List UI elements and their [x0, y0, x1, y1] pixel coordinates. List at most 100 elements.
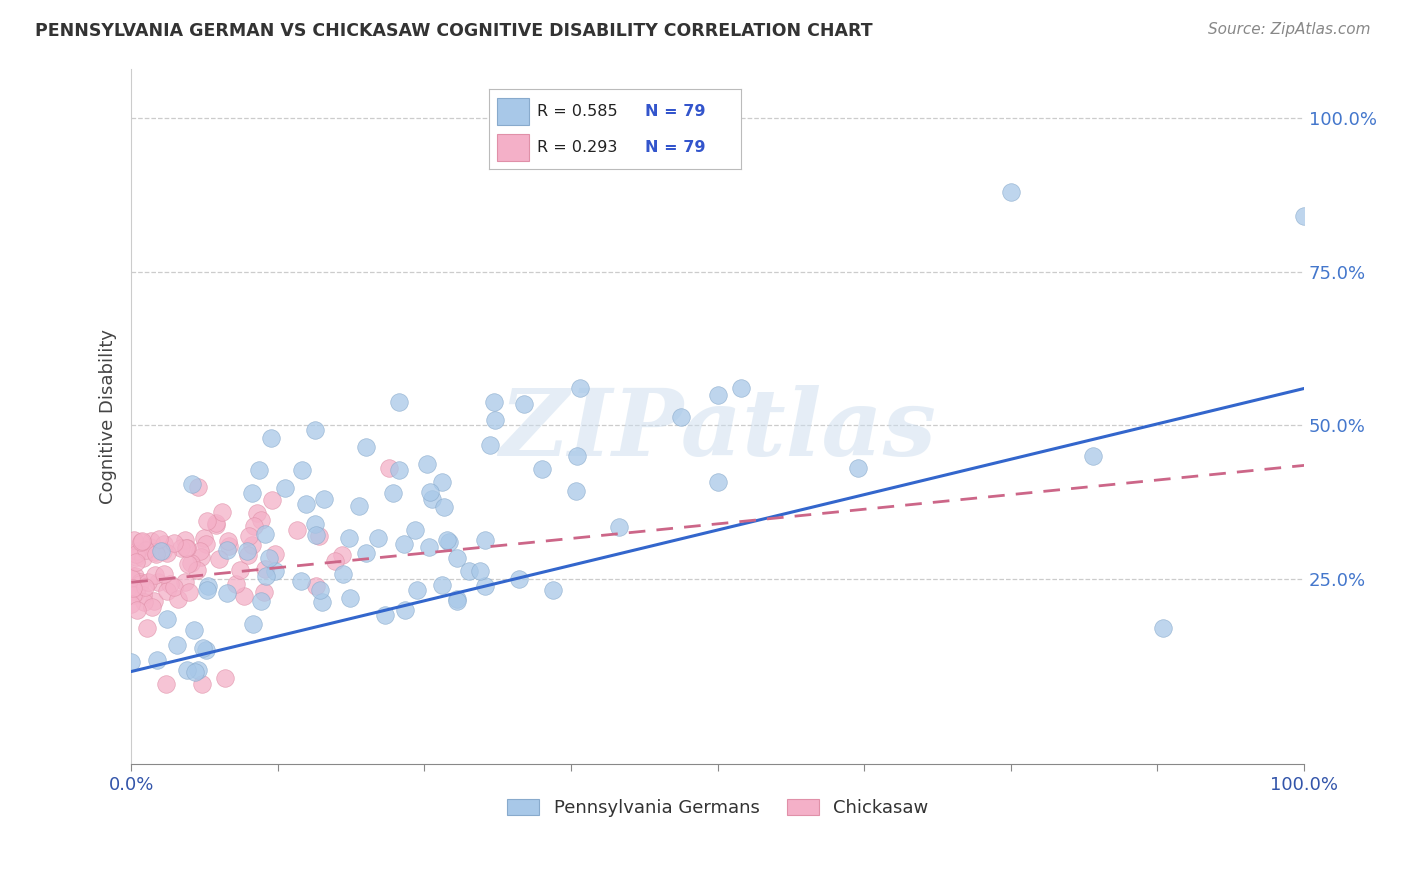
Point — [706, 387, 728, 401]
Point — [208, 551, 231, 566]
Point — [205, 518, 228, 533]
Point — [218, 539, 240, 553]
Point — [152, 537, 174, 551]
Point — [143, 568, 166, 582]
Point — [134, 594, 156, 608]
Point — [312, 491, 335, 506]
Point — [457, 564, 479, 578]
Point — [1000, 185, 1022, 199]
Point — [211, 505, 233, 519]
Point — [430, 475, 453, 489]
Point — [132, 550, 155, 565]
Point — [508, 572, 530, 586]
Point — [187, 480, 209, 494]
Point — [120, 567, 142, 582]
Point — [186, 563, 208, 577]
Point — [143, 593, 166, 607]
Point — [166, 638, 188, 652]
Text: Source: ZipAtlas.com: Source: ZipAtlas.com — [1208, 22, 1371, 37]
Point — [392, 537, 415, 551]
Point — [565, 449, 588, 463]
Point — [190, 677, 212, 691]
Point — [232, 590, 254, 604]
Point — [188, 544, 211, 558]
Point — [1152, 622, 1174, 636]
Point — [134, 580, 156, 594]
Point — [150, 544, 173, 558]
Point — [848, 461, 870, 475]
Point — [337, 532, 360, 546]
Point — [308, 529, 330, 543]
Point — [1294, 209, 1316, 223]
Point — [125, 547, 148, 561]
Point — [156, 546, 179, 560]
Point — [263, 564, 285, 578]
Point — [156, 612, 179, 626]
Point — [173, 533, 195, 547]
Point — [484, 412, 506, 426]
Point — [569, 382, 592, 396]
Point — [177, 558, 200, 572]
Point — [214, 671, 236, 685]
Point — [730, 382, 752, 396]
Point — [339, 591, 361, 605]
Point — [305, 527, 328, 541]
Point — [229, 563, 252, 577]
Point — [332, 566, 354, 581]
Point — [354, 441, 377, 455]
Point — [274, 481, 297, 495]
Point — [474, 533, 496, 547]
Point — [478, 438, 501, 452]
Point — [247, 462, 270, 476]
Point — [419, 485, 441, 500]
Point — [174, 541, 197, 556]
Point — [468, 565, 491, 579]
Point — [446, 594, 468, 608]
Point — [531, 462, 554, 476]
Point — [437, 534, 460, 549]
Point — [323, 554, 346, 568]
Point — [311, 595, 333, 609]
Point — [378, 461, 401, 475]
Point — [177, 585, 200, 599]
Point — [180, 476, 202, 491]
Point — [512, 396, 534, 410]
Point — [446, 591, 468, 606]
Point — [285, 523, 308, 537]
Point — [225, 577, 247, 591]
Point — [163, 536, 186, 550]
Text: ZIPatlas: ZIPatlas — [499, 385, 936, 475]
Point — [347, 499, 370, 513]
Point — [405, 582, 427, 597]
Point — [139, 540, 162, 554]
Point — [260, 431, 283, 445]
Point — [143, 545, 166, 559]
Point — [131, 533, 153, 548]
Point — [291, 463, 314, 477]
Point — [148, 532, 170, 546]
Point — [388, 394, 411, 409]
Point — [706, 475, 728, 490]
Point — [446, 550, 468, 565]
Point — [257, 550, 280, 565]
Point — [215, 543, 238, 558]
Point — [125, 549, 148, 564]
Point — [236, 543, 259, 558]
Point — [420, 492, 443, 507]
Point — [290, 574, 312, 588]
Point — [174, 575, 197, 590]
Point — [187, 663, 209, 677]
Point — [135, 543, 157, 558]
Point — [304, 423, 326, 437]
Point — [243, 519, 266, 533]
Point — [183, 623, 205, 637]
Legend: Pennsylvania Germans, Chickasaw: Pennsylvania Germans, Chickasaw — [499, 791, 936, 824]
Point — [132, 588, 155, 602]
Point — [155, 677, 177, 691]
Point — [141, 533, 163, 548]
Point — [167, 591, 190, 606]
Point — [152, 543, 174, 558]
Point — [127, 544, 149, 558]
Point — [669, 410, 692, 425]
Point — [156, 583, 179, 598]
